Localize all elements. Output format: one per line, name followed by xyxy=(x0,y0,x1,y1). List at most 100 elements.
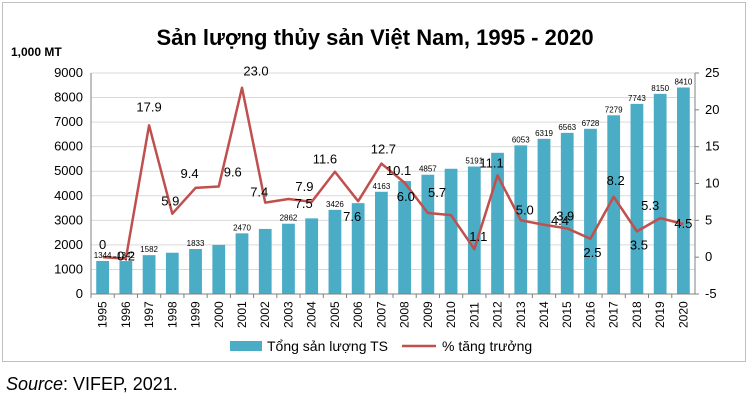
x-tick-label: 2008 xyxy=(398,301,412,328)
x-tick-label: 2019 xyxy=(653,301,667,328)
y-left-tick-label: 0 xyxy=(76,286,83,301)
bar xyxy=(305,218,319,294)
bar-value-label: 1833 xyxy=(187,239,205,248)
line-value-label: 4.4 xyxy=(551,213,569,228)
x-tick-label: 2011 xyxy=(467,302,481,328)
bar xyxy=(398,181,412,294)
x-tick-label: 2010 xyxy=(444,301,458,328)
legend-line-label: % tăng trưởng xyxy=(442,338,532,354)
line-value-label: -0.2 xyxy=(113,249,135,264)
line-value-label: 3.5 xyxy=(630,237,648,252)
bar-value-label: 4163 xyxy=(372,182,390,191)
x-tick-label: 2018 xyxy=(630,301,644,328)
bar xyxy=(96,260,110,294)
legend: Tổng sản lượng TS % tăng trưởng xyxy=(230,338,532,354)
x-tick-label: 2002 xyxy=(258,301,272,328)
line-value-label: 23.0 xyxy=(243,64,268,79)
bar xyxy=(282,223,295,294)
y-left-tick-label: 5000 xyxy=(54,163,83,178)
x-tick-label: 2013 xyxy=(514,301,528,328)
y-left-tick-label: 3000 xyxy=(54,212,83,227)
bar-value-label: 7279 xyxy=(605,105,623,114)
line-value-label: 12.7 xyxy=(371,142,396,157)
line-value-label: 10.1 xyxy=(386,163,411,178)
line-value-label: 7.9 xyxy=(295,179,313,194)
y-right-tick-label: 0 xyxy=(705,249,712,264)
source-label: Source xyxy=(6,374,64,394)
label-layer: 1344 1342 1582 1833 2470 2862 3426 4163 4857 5191… xyxy=(94,64,693,264)
y-left-tick-label: 6000 xyxy=(54,139,83,154)
y-right-tick-label: 5 xyxy=(705,212,712,227)
line-value-label: 4.5 xyxy=(674,216,692,231)
bar-value-label: 1344 xyxy=(94,251,112,260)
x-tick-label: 2001 xyxy=(235,301,249,328)
line-value-label: 1.1 xyxy=(469,229,487,244)
y-left-tick-label: 4000 xyxy=(54,188,83,203)
bar-value-label: 6728 xyxy=(582,119,600,128)
x-tick-label: 2020 xyxy=(676,301,690,328)
x-tick-label: 2015 xyxy=(560,301,574,328)
line-value-label: 11.1 xyxy=(479,155,503,170)
bar-value-label: 7743 xyxy=(628,94,646,103)
bar xyxy=(653,93,667,294)
x-tick-label: 2014 xyxy=(537,301,551,328)
source-note: Source: VIFEP, 2021. xyxy=(6,374,178,395)
bar-value-label: 5191 xyxy=(465,157,483,166)
bar xyxy=(421,174,435,294)
bar-value-label: 8410 xyxy=(674,77,692,86)
line-value-label: 7.4 xyxy=(250,185,268,200)
line-value-label: 5.3 xyxy=(641,198,659,213)
x-tick-label: 1997 xyxy=(142,301,156,328)
x-tick-label: 2009 xyxy=(421,301,435,328)
x-tick-label: 1996 xyxy=(119,301,133,328)
bar xyxy=(119,261,133,294)
bar xyxy=(630,103,644,294)
line-value-label: 6.0 xyxy=(397,189,415,204)
bar-value-label: 6563 xyxy=(558,123,576,132)
line-value-label: 8.2 xyxy=(607,173,625,188)
bar-value-label: 1342 xyxy=(117,251,135,260)
bar xyxy=(676,87,690,294)
y-left-tick-label: 8000 xyxy=(54,90,83,105)
bar xyxy=(142,255,156,294)
line-value-label: 5.0 xyxy=(516,202,534,217)
bar-value-label: 3426 xyxy=(326,200,344,209)
x-tick-label: 2007 xyxy=(374,301,388,328)
x-tick-label: 1998 xyxy=(165,301,179,328)
bar xyxy=(212,244,226,294)
x-tick-label: 2016 xyxy=(583,301,597,328)
bar-value-label: 2470 xyxy=(233,223,251,232)
y-right-tick-label: 15 xyxy=(705,139,719,154)
x-tick-label: 2005 xyxy=(328,301,342,328)
line-value-label: 9.4 xyxy=(180,166,198,181)
bar xyxy=(258,228,272,294)
y-right-tick-label: 20 xyxy=(705,102,719,117)
y-right-tick-label: -5 xyxy=(705,286,717,301)
y-left-tick-label: 7000 xyxy=(54,114,83,129)
legend-bar-swatch xyxy=(230,341,262,351)
x-tick-label: 2003 xyxy=(281,301,295,328)
y-left-tick-label: 1000 xyxy=(54,261,83,276)
axis-layer: 0 1000 2000 3000 4000 5000 6000 7000 8000 9000 -5 0… xyxy=(54,65,719,328)
chart: Sản lượng thủy sản Việt Nam, 1995 - 2020… xyxy=(11,25,719,354)
x-tick-label: 2006 xyxy=(351,301,365,328)
bar xyxy=(467,166,481,294)
growth-line xyxy=(102,86,684,260)
line-layer xyxy=(102,86,684,260)
line-value-label: 11.6 xyxy=(313,152,337,167)
x-tick-label: 1995 xyxy=(96,301,110,328)
line-value-label: 7.5 xyxy=(295,196,313,211)
x-tick-label: 2012 xyxy=(491,301,505,328)
y-right-tick-label: 10 xyxy=(705,176,719,191)
x-tick-label: 2004 xyxy=(305,301,319,328)
line-value-label: 17.9 xyxy=(136,99,161,114)
bar-layer xyxy=(96,87,690,295)
line-value-label: 5.9 xyxy=(161,194,179,209)
bar xyxy=(444,168,458,294)
source-text: : VIFEP, 2021. xyxy=(63,374,178,394)
bar xyxy=(537,138,551,294)
bar xyxy=(189,248,202,294)
bar-value-label: 6319 xyxy=(535,129,553,138)
legend-bar-label: Tổng sản lượng TS xyxy=(267,338,388,354)
bar-value-label: 6053 xyxy=(512,135,530,144)
